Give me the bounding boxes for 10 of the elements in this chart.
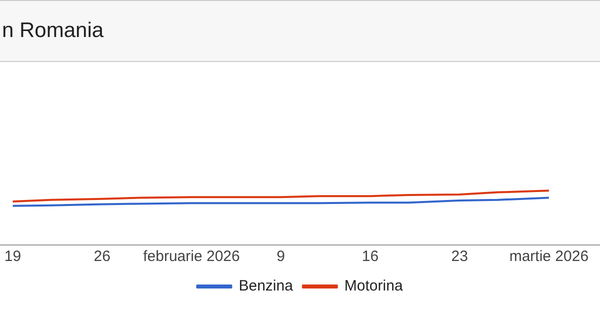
chart-title: n Romania (2, 19, 104, 43)
x-tick-label: 23 (451, 248, 468, 266)
legend-label: Benzina (238, 278, 294, 295)
x-tick-label: 16 (362, 248, 379, 266)
x-tick-label: 26 (94, 248, 110, 266)
x-tick-label: 9 (276, 248, 286, 266)
x-tick-label: februarie 2026 (143, 248, 240, 266)
legend-label: Motorina (344, 278, 404, 295)
x-tick-label: 19 (4, 248, 22, 266)
x-tick-label: martie 2026 (509, 248, 589, 266)
